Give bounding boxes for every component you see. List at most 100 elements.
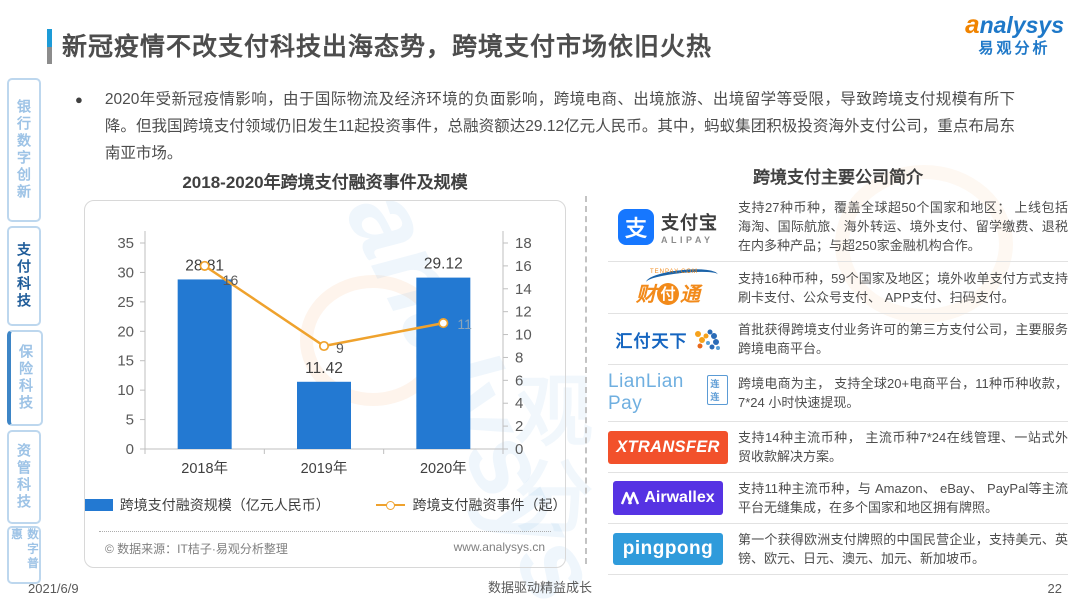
company-logo-cell: XTRANSFER <box>608 430 728 464</box>
company-description: 支持11种主流币种，与 Amazon、 eBay、 PayPal等主流平台无缝集… <box>738 481 1068 515</box>
footer-date: 2021/6/9 <box>28 581 79 596</box>
events-line <box>203 264 444 348</box>
intro-text: 2020年受新冠疫情影响，由于国际物流及经济环境的负面影响，跨境电商、出境旅游、… <box>104 91 1015 162</box>
title-accent-bar <box>47 29 52 64</box>
company-logo-cell: 汇付天下 <box>608 325 728 353</box>
right-axis-tick-label: 10 <box>515 327 532 344</box>
footer-page-number: 22 <box>1047 581 1062 596</box>
x-category-label: 2020年 <box>420 460 467 477</box>
source-divider <box>99 531 551 532</box>
left-axis-tick-label: 30 <box>117 264 134 281</box>
bar-value-label: 29.12 <box>424 256 463 273</box>
analysys-logo-en: analysys <box>965 9 1064 39</box>
companies-panel: 跨境支付主要公司简介 支支付宝 ALIPAY 支持27种币种，覆盖全球超50个国家和… <box>608 163 1068 575</box>
chart-legend: 跨境支付融资规模（亿元人民币） 跨境支付融资事件（起） <box>85 495 567 515</box>
sidebar-item-1[interactable]: 银行数字创新 <box>7 78 41 222</box>
bar-2018年 <box>177 279 232 449</box>
company-description: 支持27种币种，覆盖全球超50个国家和地区； 上线包括海淘、国际航旅、海外转运、… <box>738 200 1068 253</box>
right-axis-tick-label: 6 <box>515 372 523 389</box>
company-row: TENPAY.COM 财付通支持16种币种，59个国家及地区；境外收单支付方式支持… <box>608 262 1068 314</box>
right-axis-tick-label: 12 <box>515 304 532 321</box>
analysys-logo-a-icon: a <box>965 9 980 39</box>
alipay-text: 支付宝 ALIPAY <box>661 212 718 245</box>
companies-title: 跨境支付主要公司简介 <box>753 168 923 187</box>
alipay-logo: 支支付宝 ALIPAY <box>618 208 718 245</box>
line-value-label: 11 <box>457 316 472 332</box>
line-marker <box>438 318 449 329</box>
company-logo-cell: TENPAY.COM 财付通 <box>608 266 728 307</box>
left-axis-tick-label: 5 <box>126 412 134 429</box>
right-axis-tick-label: 16 <box>515 258 532 275</box>
company-description: 跨境电商为主， 支持全球20+电商平台，11种币种收款，7*24 小时快速提现。 <box>738 376 1068 410</box>
chart-section: 2018-2020年跨境支付融资事件及规模 0 5 10 15 20 25 30 35 0 2 4 6… <box>84 168 566 568</box>
left-axis-tick-label: 25 <box>117 294 134 311</box>
sidebar-item-4[interactable]: 资管科技 <box>7 430 41 524</box>
company-row: LianLian Pay 连连 跨境电商为主， 支持全球20+电商平台，11种币种收… <box>608 365 1068 422</box>
legend-line-swatch <box>375 501 406 510</box>
huifu-logo: 汇付天下 <box>616 325 721 353</box>
source-url: www.analysys.cn <box>453 540 545 554</box>
company-row: 支支付宝 ALIPAY 支持27种币种，覆盖全球超50个国家和地区； 上线包括海淘、… <box>608 192 1068 262</box>
chart-title: 2018-2020年跨境支付融资事件及规模 <box>182 173 468 192</box>
left-axis-tick-label: 10 <box>117 382 134 399</box>
right-axis-tick-label: 8 <box>515 349 523 366</box>
company-description: 首批获得跨境支付业务许可的第三方支付公司，主要服务跨境电商平台。 <box>738 322 1068 356</box>
funding-bar-line-chart: 0510152025303502468101214161828.812018年1… <box>117 231 532 477</box>
intro-paragraph: ● 2020年受新冠疫情影响，由于国际物流及经济环境的负面影响，跨境电商、出境旅… <box>75 86 1015 167</box>
company-logo-cell: pingpong <box>608 533 728 565</box>
right-axis-tick-label: 18 <box>515 235 532 252</box>
alipay-mark-icon: 支 <box>618 208 654 245</box>
bullet-icon: ● <box>75 92 83 107</box>
legend-bar-label: 跨境支付融资规模（亿元人民币） <box>119 497 330 513</box>
sidebar-item-2[interactable]: 支付科技 <box>7 226 41 326</box>
company-description: 第一个获得欧洲支付牌照的中国民营企业，支持美元、英镑、欧元、日元、澳元、加元、新… <box>738 532 1068 566</box>
right-axis-tick-label: 4 <box>515 395 523 412</box>
analysys-logo: analysys 易观分析 <box>965 9 1064 57</box>
analysys-logo-cn: 易观分析 <box>978 39 1051 57</box>
legend-item-bar: 跨境支付融资规模（亿元人民币） <box>85 495 330 515</box>
airwallex-logo: Airwallex <box>613 481 723 515</box>
lianlian-logo: LianLian Pay 连连 <box>608 371 728 415</box>
left-axis-tick-label: 20 <box>117 323 134 340</box>
company-row: 汇付天下 首批获得跨境支付业务许可的第三方支付公司，主要服务跨境电商平台。 <box>608 314 1068 365</box>
right-axis-tick-label: 2 <box>515 418 523 435</box>
right-axis-tick-label: 0 <box>515 441 523 458</box>
line-marker <box>199 260 210 271</box>
huifu-dots-icon <box>694 329 720 350</box>
company-description: 支持16种币种，59个国家及地区；境外收单支付方式支持刷卡支付、公众号支付、 A… <box>738 270 1068 305</box>
sidebar-item-3[interactable]: 保险科技 <box>7 330 43 426</box>
company-description: 支持14种主流币种， 主流币种7*24在线管理、一站式外贸收款解决方案。 <box>738 430 1068 464</box>
legend-bar-swatch <box>85 499 113 511</box>
company-row: pingpong 第一个获得欧洲支付牌照的中国民营企业，支持美元、英镑、欧元、日元… <box>608 524 1068 575</box>
vertical-dashed-divider <box>585 196 587 564</box>
chart-card: 0510152025303502468101214161828.812018年1… <box>84 200 566 568</box>
data-source-text: © 数据来源：IT桔子·易观分析整理 <box>105 542 288 556</box>
line-value-label: 9 <box>336 340 344 356</box>
company-logo-cell: 支支付宝 ALIPAY <box>608 208 728 245</box>
bar-2019年 <box>297 381 351 449</box>
page-title: 新冠疫情不改支付科技出海态势，跨境支付市场依旧火热 <box>62 33 713 61</box>
company-row: Airwallex 支持11种主流币种，与 Amazon、 eBay、 PayPa… <box>608 473 1068 524</box>
left-axis-tick-label: 15 <box>117 353 134 370</box>
sidebar-item-5[interactable]: 数字普惠 <box>7 526 41 584</box>
legend-item-line: 跨境支付融资事件（起） <box>375 495 567 515</box>
footer-slogan: 数据驱动精益成长 <box>487 580 592 595</box>
company-row: XTRANSFER 支持14种主流币种， 主流币种7*24在线管理、一站式外贸收款… <box>608 422 1068 473</box>
bar-value-label: 11.42 <box>305 360 343 377</box>
company-logo-cell: LianLian Pay 连连 <box>608 371 728 415</box>
bar-2020年 <box>416 277 471 449</box>
xtransfer-logo: XTRANSFER <box>608 430 728 464</box>
legend-line-label: 跨境支付融资事件（起） <box>412 497 567 513</box>
tenpay-logo: TENPAY.COM 财付通 <box>636 266 719 307</box>
pingpong-logo: pingpong <box>612 533 724 565</box>
line-value-label: 16 <box>223 272 239 288</box>
company-logo-cell: Airwallex <box>608 481 728 515</box>
airwallex-chevrons-icon <box>621 491 640 505</box>
x-category-label: 2018年 <box>181 460 228 477</box>
left-axis-tick-label: 0 <box>126 441 134 458</box>
x-category-label: 2019年 <box>301 460 348 477</box>
left-axis-tick-label: 35 <box>117 235 134 252</box>
line-marker <box>318 340 330 352</box>
companies-rows: 支支付宝 ALIPAY 支持27种币种，覆盖全球超50个国家和地区； 上线包括海淘、… <box>608 192 1068 575</box>
